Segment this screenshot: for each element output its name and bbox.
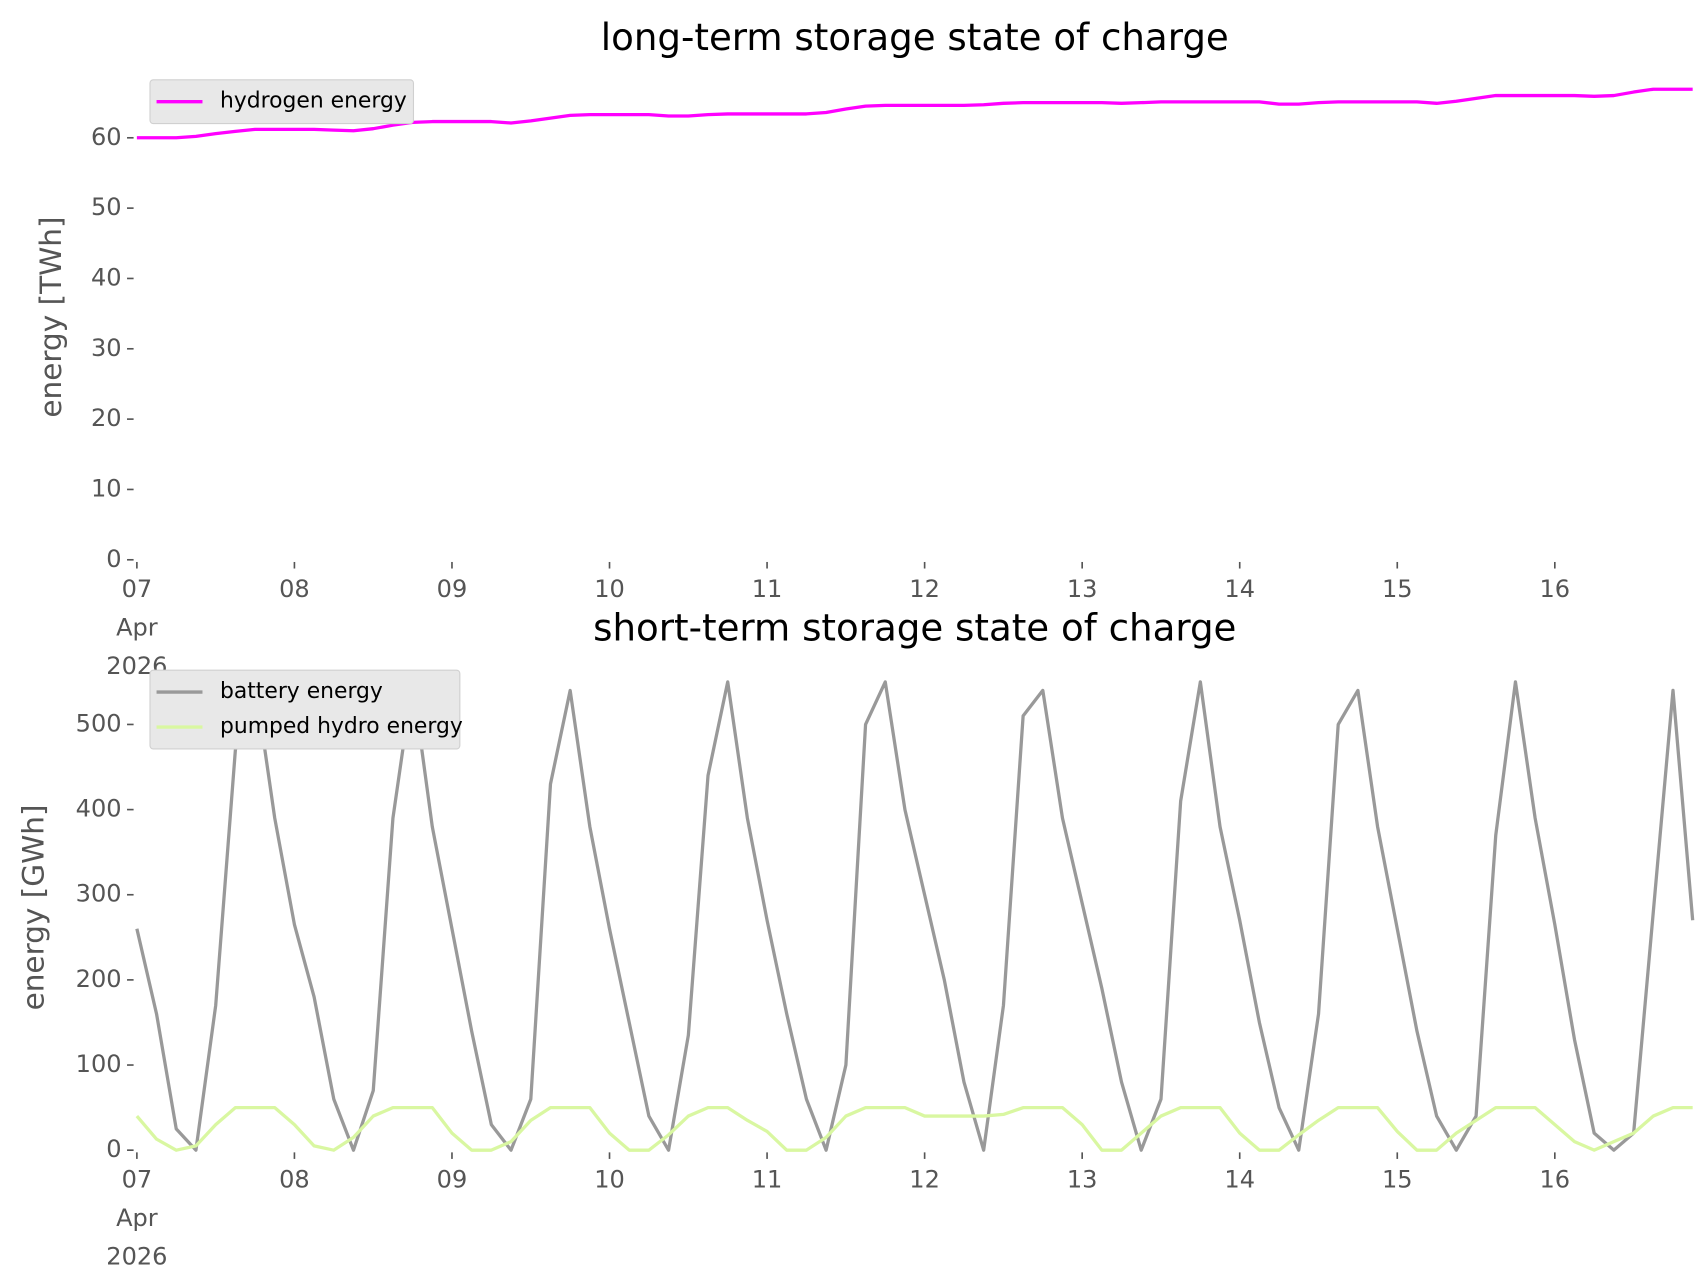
chart-title: short-term storage state of charge [593, 605, 1236, 649]
y-tick-label: 400 [76, 795, 122, 823]
line [136, 87, 1693, 140]
y-tick-label: 20 [91, 404, 122, 432]
y-tick-label: 50 [91, 193, 122, 221]
y-tick-label: 300 [76, 880, 122, 908]
legend-label: battery energy [220, 679, 383, 704]
x-tick-label: 08 [279, 1165, 310, 1193]
x-tick-label: 09 [437, 575, 468, 603]
x-tick-label: 14 [1224, 575, 1255, 603]
chart-title: long-term storage state of charge [601, 15, 1229, 59]
x-tick-label: 08 [279, 575, 310, 603]
y-tick-label: 0 [106, 1135, 121, 1163]
y-tick-label: 100 [76, 1050, 122, 1078]
y-tick-label: 40 [91, 263, 122, 291]
legend-box [149, 79, 415, 125]
y-tick-label: 30 [91, 334, 122, 362]
x-tick-label: 15 [1382, 1165, 1413, 1193]
legend-label: hydrogen energy [220, 89, 407, 114]
y-tick-label: 200 [76, 965, 122, 993]
x-tick-label: 13 [1067, 575, 1098, 603]
x-tick-label: 12 [909, 575, 940, 603]
x-tick-label: 10 [594, 1165, 625, 1193]
line [135, 1106, 1693, 1152]
x-tick-label: 14 [1224, 1165, 1255, 1193]
x-tick-label: 16 [1540, 575, 1571, 603]
legend-box [149, 669, 461, 750]
x-tick-label: 12 [909, 1165, 940, 1193]
y-axis-label: energy [GWh] [17, 804, 51, 1010]
y-axis-label: energy [TWh] [34, 217, 68, 418]
y-tick-label: 10 [91, 474, 122, 502]
x-tick-label: 07 Apr 2026 [106, 1165, 167, 1270]
x-tick-label: 07 Apr 2026 [106, 575, 167, 680]
y-tick-label: 500 [76, 709, 122, 737]
x-tick-label: 16 [1540, 1165, 1571, 1193]
x-tick-label: 10 [594, 575, 625, 603]
x-tick-label: 11 [752, 1165, 783, 1193]
y-tick-label: 0 [106, 545, 121, 573]
x-tick-label: 11 [752, 575, 783, 603]
x-tick-label: 15 [1382, 575, 1413, 603]
legend-label: pumped hydro energy [220, 714, 463, 739]
line [135, 680, 1695, 1152]
y-tick-label: 60 [91, 123, 122, 151]
x-tick-label: 09 [437, 1165, 468, 1193]
x-tick-label: 13 [1067, 1165, 1098, 1193]
